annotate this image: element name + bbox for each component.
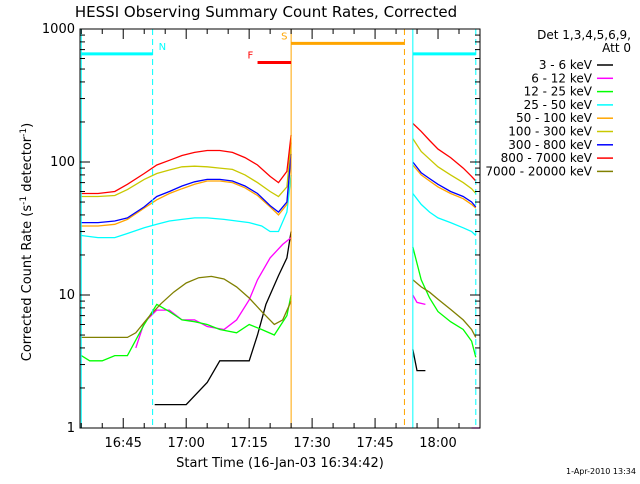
series-line xyxy=(81,156,292,227)
series-line xyxy=(80,294,292,362)
series-line xyxy=(81,142,292,198)
flag-bars: N F S xyxy=(81,31,476,64)
x-tick-label: 17:30 xyxy=(293,436,330,451)
legend-header: Det 1,3,4,5,6,9, xyxy=(537,28,631,42)
y-axis-label-part: Corrected Count Rate (s xyxy=(20,205,35,362)
footer-timestamp: 1-Apr-2010 13:34 xyxy=(566,467,636,476)
series-line xyxy=(412,164,477,209)
y-axis-label-part: detector xyxy=(20,136,35,196)
legend-label: 3 - 6 keV xyxy=(539,58,593,72)
series-line xyxy=(412,294,426,306)
legend-label: 7000 - 20000 keV xyxy=(485,164,592,178)
flag-label: N xyxy=(159,42,166,53)
x-tick-label: 16:45 xyxy=(104,436,141,451)
axes: 1 10 100 1000 16:45 17:00 17:15 17:30 17:45 18:00 xyxy=(42,22,481,451)
series-line xyxy=(154,231,292,406)
series-line xyxy=(412,279,477,338)
y-tick-label: 1000 xyxy=(42,22,75,37)
plot-frame xyxy=(79,28,481,429)
series-line xyxy=(81,174,292,239)
plot-content xyxy=(80,29,480,429)
legend-label: 6 - 12 keV xyxy=(531,71,593,85)
legend-label: 25 - 50 keV xyxy=(524,98,593,112)
legend-label: 12 - 25 keV xyxy=(524,85,593,99)
x-tick-label: 17:45 xyxy=(356,436,393,451)
series-line xyxy=(412,193,477,236)
y-axis-label-part: ) xyxy=(20,123,35,128)
series-line xyxy=(81,153,292,224)
series-line xyxy=(412,138,477,194)
legend-label: 100 - 300 keV xyxy=(508,125,592,139)
y-axis-label-sup: -1 xyxy=(19,196,29,205)
legend-label: 50 - 100 keV xyxy=(516,111,593,125)
legend-label: 800 - 7000 keV xyxy=(501,151,593,165)
series-line xyxy=(135,237,292,349)
legend-header: Att 0 xyxy=(602,41,631,55)
flag-label: F xyxy=(248,50,254,61)
y-axis-label: Corrected Count Rate (s-1 detector-1) xyxy=(19,123,35,361)
x-tick-label: 17:15 xyxy=(230,436,267,451)
series-line xyxy=(412,122,477,182)
x-tick-label: 18:00 xyxy=(419,436,456,451)
series-line xyxy=(81,275,292,339)
y-tick-label: 100 xyxy=(50,155,75,170)
y-tick-label: 1 xyxy=(67,421,75,436)
series-line xyxy=(81,134,292,195)
series-line xyxy=(412,349,426,372)
flag-label: S xyxy=(281,31,287,42)
y-axis-label-sup: -1 xyxy=(19,128,29,137)
x-tick-label: 17:00 xyxy=(167,436,204,451)
chart-title: HESSI Observing Summary Count Rates, Cor… xyxy=(75,3,457,21)
x-axis-label: Start Time (16-Jan-03 16:34:42) xyxy=(176,456,384,471)
series-line xyxy=(412,246,477,358)
y-tick-label: 10 xyxy=(58,288,75,303)
legend-label: 300 - 800 keV xyxy=(508,138,592,152)
series-line xyxy=(412,161,477,208)
